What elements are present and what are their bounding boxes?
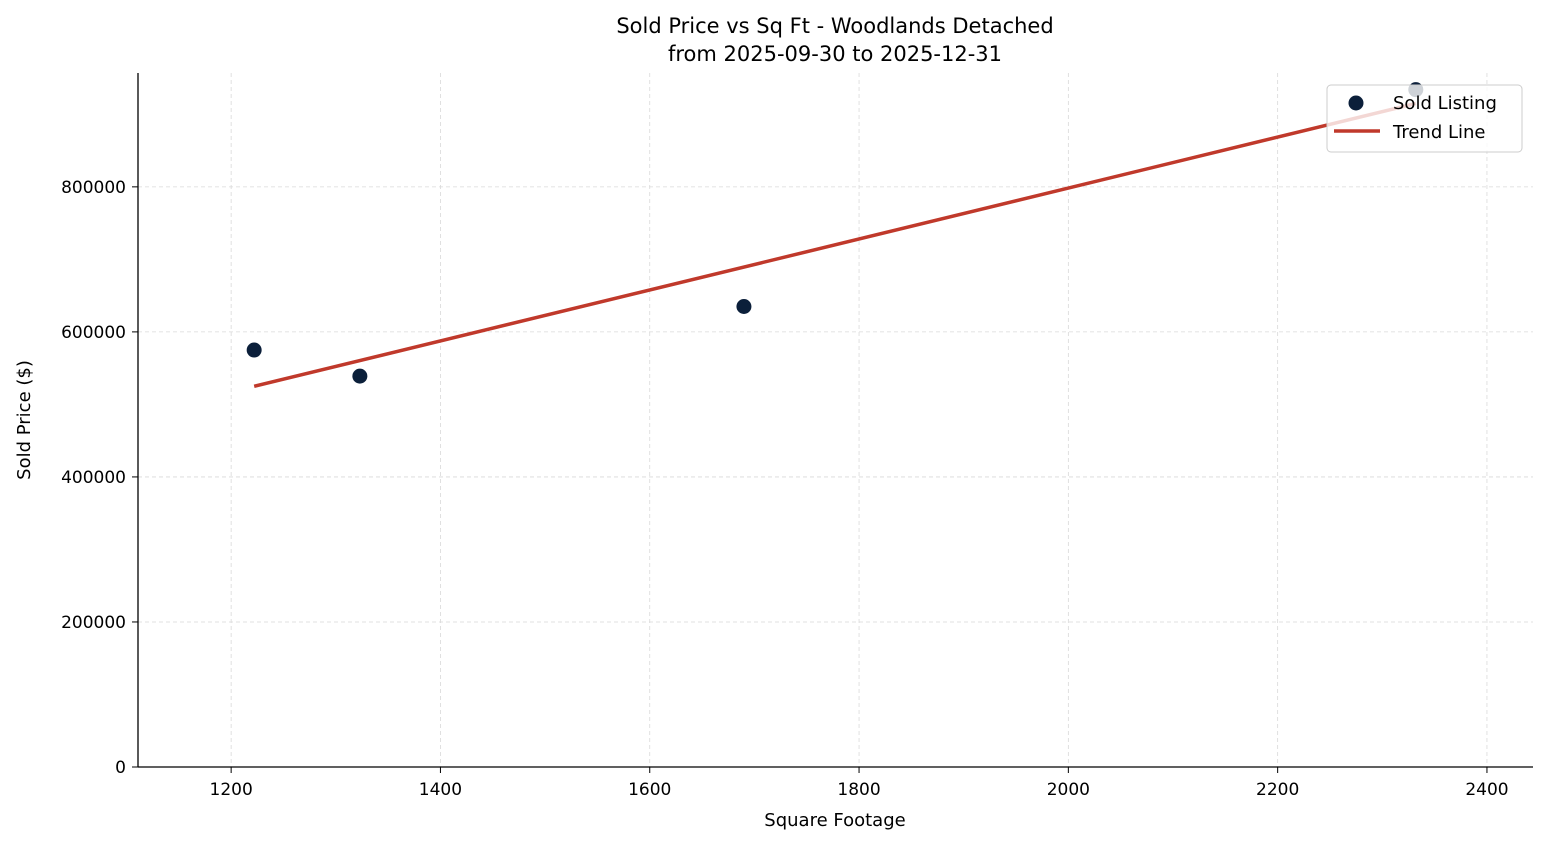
y-axis-label: Sold Price ($)	[14, 360, 35, 480]
x-tick-label: 1400	[419, 780, 462, 800]
y-tick-label: 200000	[61, 613, 126, 633]
legend-label-sold-listing: Sold Listing	[1393, 93, 1497, 114]
chart-title: Sold Price vs Sq Ft - Woodlands Detached	[616, 14, 1053, 38]
chart-subtitle: from 2025-09-30 to 2025-12-31	[668, 42, 1002, 66]
data-point	[736, 299, 752, 315]
legend-marker-sold-listing	[1348, 95, 1364, 111]
data-point	[352, 368, 368, 384]
y-tick-label: 600000	[61, 323, 126, 343]
legend-label-trend-line: Trend Line	[1392, 122, 1486, 143]
y-tick-label: 0	[115, 758, 126, 778]
x-tick-label: 2400	[1465, 780, 1508, 800]
legend: Sold Listing Trend Line	[1326, 84, 1523, 153]
y-tick-label: 800000	[61, 178, 126, 198]
legend-box	[1326, 84, 1523, 153]
x-tick-label: 1800	[837, 780, 880, 800]
x-tick-label: 2000	[1047, 780, 1090, 800]
x-tick-label: 1200	[210, 780, 253, 800]
y-tick-label: 400000	[61, 468, 126, 488]
trend-line	[253, 101, 1417, 388]
x-axis-label: Square Footage	[764, 810, 905, 831]
marks	[246, 82, 1424, 388]
ticks: 1200 1400 1600 1800 2000 2200 2400 0 200000 40000…	[61, 178, 1508, 800]
grid	[138, 73, 1533, 767]
data-point	[246, 342, 262, 358]
x-tick-label: 2200	[1256, 780, 1299, 800]
x-tick-label: 1600	[628, 780, 671, 800]
